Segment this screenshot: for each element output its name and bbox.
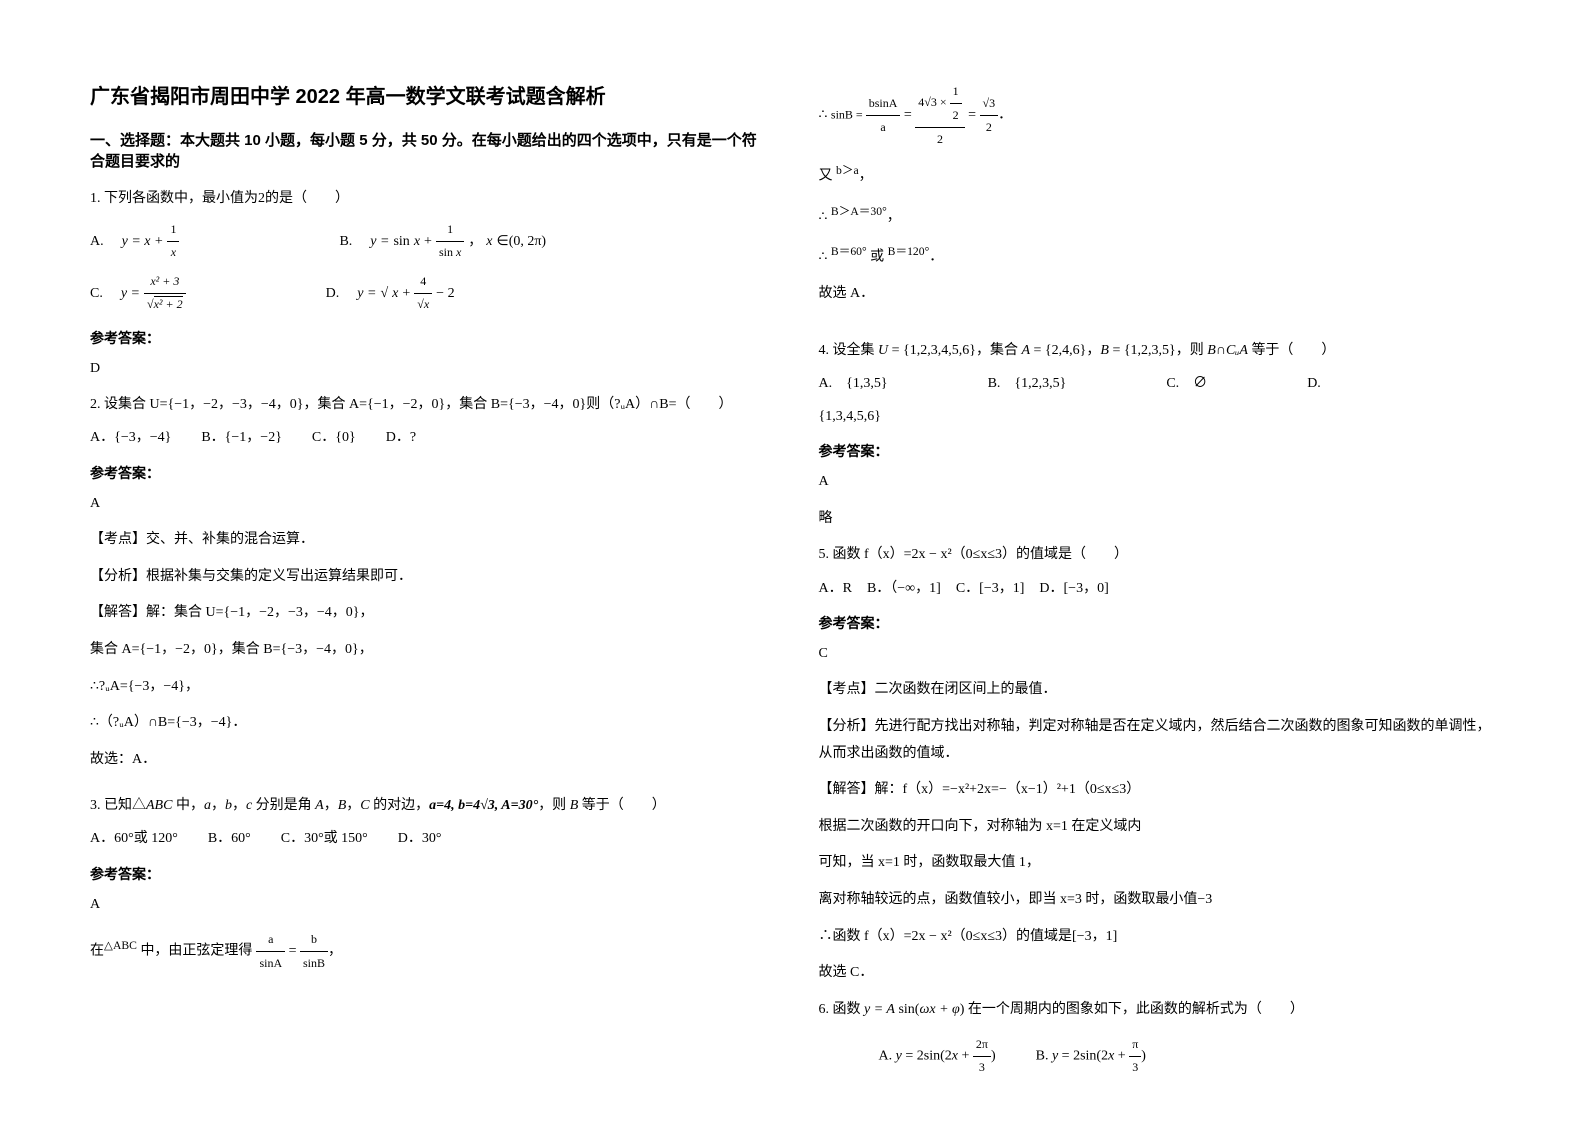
q3-optB: B．60° [208, 826, 251, 851]
q4-answer-label: 参考答案： [819, 441, 1498, 461]
right-column: ∴ sinB = bsinAa = 4√3 × 122 = √32． 又 b＞a… [819, 80, 1498, 1042]
q1-optA: A. y = x + 1x [90, 219, 179, 263]
q3-optD: D．30° [398, 826, 442, 851]
q2-optB: B．{−1，−2} [201, 425, 282, 450]
q2-exp6: ∴（?ᵤA）∩B={−3，−4}． [90, 710, 769, 737]
question-6: 6. 函数 y = A sin(ωx + φ) 在一个周期内的图象如下，此函数的… [819, 997, 1498, 1078]
page-title: 广东省揭阳市周田中学 2022 年高一数学文联考试题含解析 [90, 80, 769, 109]
q3-optA: A．60°或 120° [90, 826, 178, 851]
q5-text: 5. 函数 f（x）=2x − x²（0≤x≤3）的值域是（ ） [819, 542, 1498, 567]
q3-optC: C．30°或 150° [281, 826, 368, 851]
q3-exp1: 在△ABC 中，由正弦定理得asinA = bsinB， [90, 928, 769, 975]
q5-exp6: 离对称轴较远的点，函数值较小，即当 x=3 时，函数取最小值−3 [819, 887, 1498, 914]
q4-answer: A [819, 469, 1498, 496]
q5-exp7: ∴函数 f（x）=2x − x²（0≤x≤3）的值域是[−3，1] [819, 924, 1498, 951]
question-1: 1. 下列各函数中，最小值为2的是（ ） A. y = x + 1x B. y … [90, 186, 769, 316]
q5-optB: B．（−∞，1] [867, 576, 941, 601]
q6-text: 6. 函数 y = A sin(ωx + φ) 在一个周期内的图象如下，此函数的… [819, 997, 1498, 1022]
q5-optA: A．R [819, 576, 852, 601]
q5-exp3: 【解答】解：f（x）=−x²+2x=−（x−1）²+1（0≤x≤3） [819, 777, 1498, 804]
section-1-header: 一、选择题：本大题共 10 小题，每小题 5 分，共 50 分。在每小题给出的四… [90, 129, 769, 171]
q1-answer-label: 参考答案： [90, 328, 769, 348]
q1-optD: D. y = √x + 4√x − 2 [326, 271, 455, 315]
q4-options-row1: A. {1,3,5} B. {1,2,3,5} C. ∅ D. [819, 371, 1498, 396]
r-line3: ∴ B＞A＝30°， [819, 201, 1498, 231]
q2-exp7: 故选：A． [90, 747, 769, 774]
q1-options-row2: C. y = x² + 3√x² + 2 D. y = √x + 4√x − 2 [90, 271, 769, 315]
q3-options: A．60°或 120° B．60° C．30°或 150° D．30° [90, 826, 769, 851]
q4-optA: A. {1,3,5} [819, 371, 888, 396]
q5-exp2: 【分析】先进行配方找出对称轴，判定对称轴是否在定义域内，然后结合二次函数的图象可… [819, 714, 1498, 767]
r-line4: ∴ B＝60° 或 B＝120°． [819, 241, 1498, 271]
q5-exp1: 【考点】二次函数在闭区间上的最值． [819, 677, 1498, 704]
r-line1: ∴ sinB = bsinAa = 4√3 × 122 = √32． [819, 80, 1498, 150]
q3-answer-label: 参考答案： [90, 864, 769, 884]
q2-optA: A．{−3，−4} [90, 425, 171, 450]
q1-optB: B. y = sin x + 1sin x，x∈(0, 2π) [339, 219, 546, 263]
question-5: 5. 函数 f（x）=2x − x²（0≤x≤3）的值域是（ ） A．R B．（… [819, 542, 1498, 600]
q2-answer: A [90, 491, 769, 518]
q1-text: 1. 下列各函数中，最小值为2的是（ ） [90, 186, 769, 211]
q2-exp4: 集合 A={−1，−2，0}，集合 B={−3，−4，0}， [90, 637, 769, 664]
q5-optD: D．[−3，0] [1039, 576, 1108, 601]
q2-optC: C．{0} [312, 425, 356, 450]
left-column: 广东省揭阳市周田中学 2022 年高一数学文联考试题含解析 一、选择题：本大题共… [90, 80, 769, 1042]
q6-optB: B. y = 2sin(2x + π3) [1036, 1034, 1146, 1078]
q6-optA: A. y = 2sin(2x + 2π3) [879, 1034, 996, 1078]
q6-options: A. y = 2sin(2x + 2π3) B. y = 2sin(2x + π… [879, 1034, 1498, 1078]
r-line2: 又 b＞a， [819, 160, 1498, 190]
q5-exp4: 根据二次函数的开口向下，对称轴为 x=1 在定义域内 [819, 814, 1498, 841]
q4-optD-label: D. [1307, 371, 1321, 396]
q2-options: A．{−3，−4} B．{−1，−2} C．{0} D．? [90, 425, 769, 450]
r-line5: 故选 A． [819, 281, 1498, 308]
q4-optB: B. {1,2,3,5} [988, 371, 1067, 396]
q5-answer-label: 参考答案： [819, 613, 1498, 633]
question-3: 3. 已知△ABC 中，a，b，c 分别是角 A，B，C 的对边，a=4, b=… [90, 793, 769, 851]
q2-optD: D．? [386, 425, 416, 450]
q1-options-row1: A. y = x + 1x B. y = sin x + 1sin x，x∈(0… [90, 219, 769, 263]
q5-options: A．R B．（−∞，1] C．[−3，1] D．[−3，0] [819, 576, 1498, 601]
q5-exp8: 故选 C． [819, 960, 1498, 987]
q4-exp: 略 [819, 506, 1498, 533]
q5-answer: C [819, 641, 1498, 668]
q5-exp5: 可知，当 x=1 时，函数取最大值 1， [819, 850, 1498, 877]
q2-text: 2. 设集合 U={−1，−2，−3，−4，0}，集合 A={−1，−2，0}，… [90, 392, 769, 417]
q1-optC: C. y = x² + 3√x² + 2 [90, 271, 186, 315]
question-2: 2. 设集合 U={−1，−2，−3，−4，0}，集合 A={−1，−2，0}，… [90, 392, 769, 450]
q4-text: 4. 设全集 U = {1,2,3,4,5,6}，集合 A = {2,4,6}，… [819, 338, 1498, 363]
q2-exp5: ∴?ᵤA={−3，−4}， [90, 674, 769, 701]
q5-optC: C．[−3，1] [956, 576, 1025, 601]
q2-answer-label: 参考答案： [90, 463, 769, 483]
q3-answer: A [90, 892, 769, 919]
q2-exp2: 【分析】根据补集与交集的定义写出运算结果即可． [90, 564, 769, 591]
q4-optC: C. ∅ [1166, 371, 1207, 396]
question-4: 4. 设全集 U = {1,2,3,4,5,6}，集合 A = {2,4,6}，… [819, 338, 1498, 430]
q3-text: 3. 已知△ABC 中，a，b，c 分别是角 A，B，C 的对边，a=4, b=… [90, 793, 769, 818]
q1-answer: D [90, 356, 769, 383]
q2-exp3: 【解答】解：集合 U={−1，−2，−3，−4，0}， [90, 600, 769, 627]
q2-exp1: 【考点】交、并、补集的混合运算． [90, 527, 769, 554]
q4-optD: {1,3,4,5,6} [819, 404, 1498, 429]
